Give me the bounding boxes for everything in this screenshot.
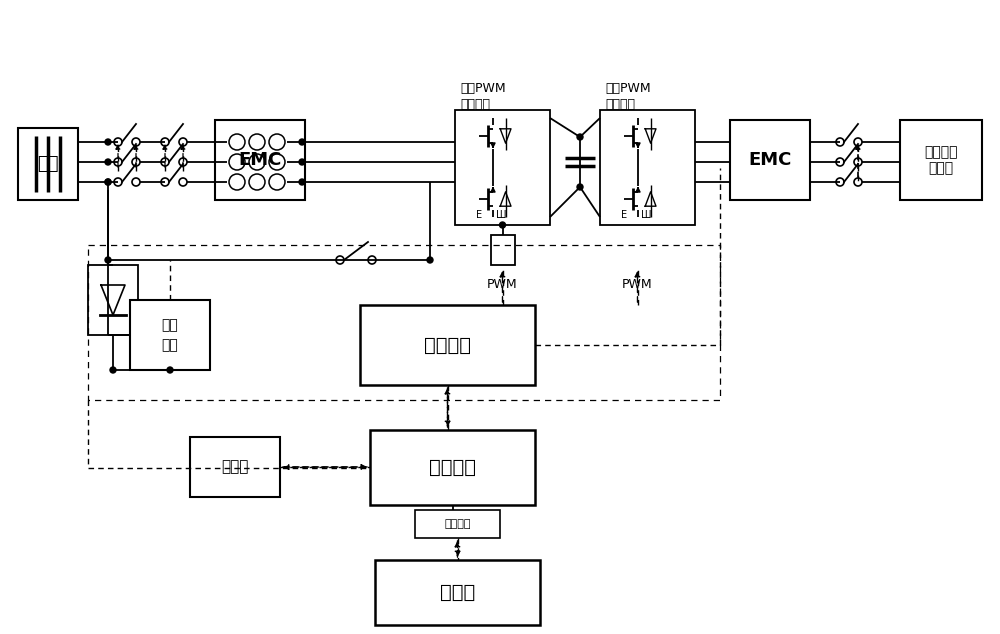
Bar — [600, 110, 695, 225]
Text: EMC: EMC — [748, 151, 792, 169]
Circle shape — [299, 179, 305, 185]
Bar — [730, 120, 810, 200]
Text: PWM: PWM — [622, 278, 653, 292]
Text: Ш: Ш — [496, 210, 506, 220]
Text: 电网: 电网 — [37, 155, 59, 173]
Bar — [900, 120, 982, 200]
Text: 上位机: 上位机 — [440, 583, 475, 602]
Circle shape — [229, 154, 245, 170]
Circle shape — [110, 367, 116, 373]
Bar — [415, 510, 500, 538]
Bar — [215, 120, 305, 200]
Text: E: E — [621, 210, 627, 220]
Text: 触摸板: 触摸板 — [221, 460, 249, 474]
Circle shape — [577, 184, 583, 190]
Text: 驱动微机: 驱动微机 — [424, 335, 471, 354]
Circle shape — [249, 154, 265, 170]
Circle shape — [299, 159, 305, 165]
Bar — [190, 437, 280, 497]
Bar — [88, 265, 138, 335]
Circle shape — [269, 174, 285, 190]
Bar — [375, 560, 540, 625]
Text: 永磁同步: 永磁同步 — [924, 145, 958, 159]
Text: 三相PWM: 三相PWM — [605, 82, 651, 94]
Text: Ш: Ш — [641, 210, 651, 220]
Bar — [360, 305, 535, 385]
Circle shape — [229, 134, 245, 150]
Circle shape — [249, 174, 265, 190]
Text: 模块: 模块 — [162, 338, 178, 352]
Circle shape — [105, 159, 111, 165]
Bar — [130, 300, 210, 370]
Circle shape — [500, 222, 506, 228]
Bar — [490, 235, 514, 265]
Circle shape — [249, 134, 265, 150]
Text: E: E — [476, 210, 482, 220]
Circle shape — [105, 139, 111, 145]
Circle shape — [577, 134, 583, 140]
Circle shape — [167, 367, 173, 373]
Text: 电源: 电源 — [162, 318, 178, 332]
Circle shape — [105, 257, 111, 263]
Text: 发电机: 发电机 — [928, 161, 954, 175]
Circle shape — [105, 179, 111, 185]
Circle shape — [269, 154, 285, 170]
Text: 逆变模块: 逆变模块 — [460, 98, 490, 110]
Text: 控制微机: 控制微机 — [429, 458, 476, 477]
Text: PWM: PWM — [487, 278, 518, 292]
Circle shape — [427, 257, 433, 263]
Bar — [455, 110, 550, 225]
Circle shape — [299, 139, 305, 145]
Text: 三相PWM: 三相PWM — [460, 82, 506, 94]
Bar — [370, 430, 535, 505]
Bar — [18, 128, 78, 200]
Circle shape — [269, 134, 285, 150]
Circle shape — [229, 174, 245, 190]
Text: 通讯接口: 通讯接口 — [444, 519, 471, 529]
Text: 整流模块: 整流模块 — [605, 98, 635, 110]
Text: EMC: EMC — [238, 151, 282, 169]
Circle shape — [105, 179, 111, 185]
